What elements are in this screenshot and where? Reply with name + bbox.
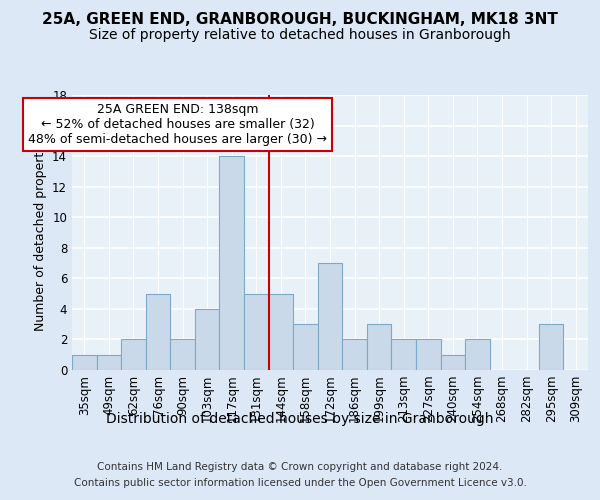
Bar	[465, 340, 490, 370]
Bar	[539, 324, 563, 370]
Bar	[440, 354, 465, 370]
Text: Contains public sector information licensed under the Open Government Licence v3: Contains public sector information licen…	[74, 478, 526, 488]
Bar	[318, 263, 342, 370]
Text: Contains HM Land Registry data © Crown copyright and database right 2024.: Contains HM Land Registry data © Crown c…	[97, 462, 503, 472]
Bar	[391, 340, 416, 370]
Bar	[244, 294, 269, 370]
Bar	[121, 340, 146, 370]
Bar	[195, 309, 220, 370]
Text: 25A GREEN END: 138sqm
← 52% of detached houses are smaller (32)
48% of semi-deta: 25A GREEN END: 138sqm ← 52% of detached …	[28, 102, 327, 146]
Text: Size of property relative to detached houses in Granborough: Size of property relative to detached ho…	[89, 28, 511, 42]
Bar	[97, 354, 121, 370]
Bar	[72, 354, 97, 370]
Bar	[367, 324, 391, 370]
Bar	[269, 294, 293, 370]
Text: 25A, GREEN END, GRANBOROUGH, BUCKINGHAM, MK18 3NT: 25A, GREEN END, GRANBOROUGH, BUCKINGHAM,…	[42, 12, 558, 28]
Bar	[293, 324, 318, 370]
Bar	[146, 294, 170, 370]
Bar	[416, 340, 440, 370]
Text: Distribution of detached houses by size in Granborough: Distribution of detached houses by size …	[106, 412, 494, 426]
Y-axis label: Number of detached properties: Number of detached properties	[34, 134, 47, 331]
Bar	[220, 156, 244, 370]
Bar	[170, 340, 195, 370]
Bar	[342, 340, 367, 370]
